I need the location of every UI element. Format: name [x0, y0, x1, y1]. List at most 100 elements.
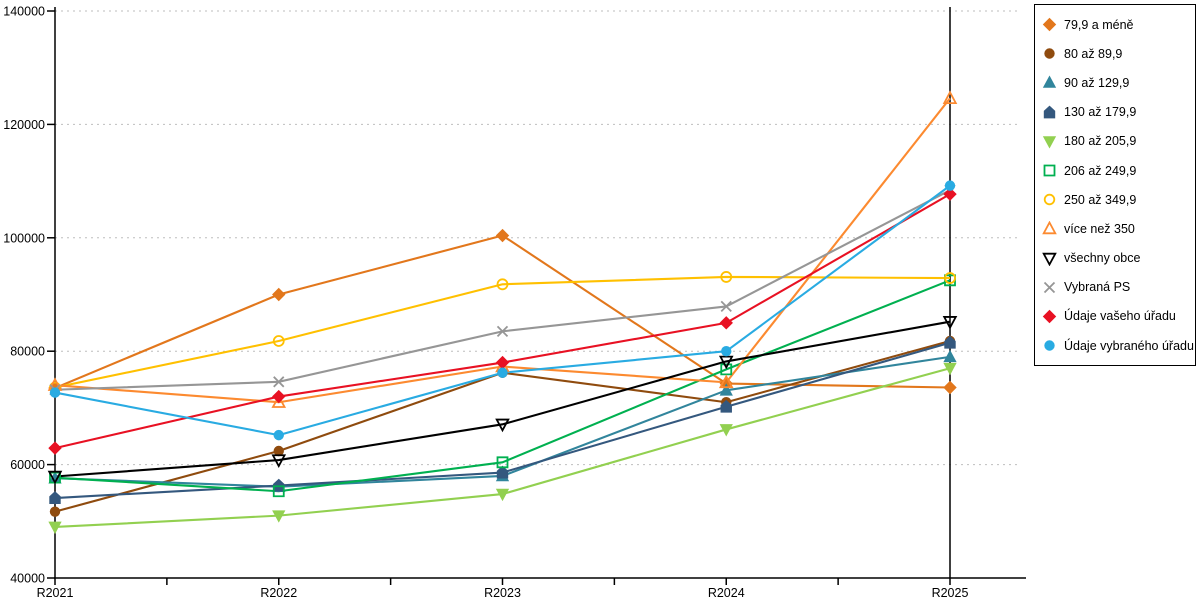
- legend-item: 180 až 205,9: [1042, 127, 1189, 156]
- legend-circle-filled-icon: [1044, 48, 1055, 59]
- marker-x-icon: [273, 376, 285, 388]
- x-tick-label: R2025: [932, 586, 969, 600]
- marker-diamond-icon: [272, 287, 286, 302]
- marker-triangle-icon: [271, 394, 287, 408]
- marker-triangle-icon: [718, 374, 734, 389]
- marker-pentagon-icon: [496, 465, 509, 479]
- legend-item: 80 až 89,9: [1042, 39, 1189, 68]
- marker-triangle-icon: [48, 521, 62, 535]
- series-line-8: [54, 320, 951, 478]
- y-tick-label: 40000: [10, 572, 45, 586]
- marker-diamond-icon: [272, 389, 286, 404]
- legend-label: 90 až 129,9: [1064, 75, 1130, 90]
- legend-label: Vybraná PS: [1064, 280, 1131, 295]
- x-tick-label: R2022: [260, 586, 297, 600]
- legend-triangle-down-filled-icon: [1042, 136, 1057, 149]
- marker-circle-icon: [497, 367, 508, 378]
- marker-square-icon: [272, 485, 285, 498]
- y-tick-label: 140000: [3, 5, 45, 19]
- marker-diamond-icon: [943, 187, 957, 201]
- legend-triangle-up-filled-icon: [1042, 75, 1057, 89]
- legend-triangle-down-open-icon: [1042, 252, 1057, 266]
- marker-pentagon-icon: [273, 478, 285, 492]
- marker-circle-icon: [944, 180, 956, 191]
- legend-label: 79,9 a méně: [1064, 17, 1134, 32]
- legend-diamond-filled-icon: [1042, 309, 1057, 324]
- x-tick-label: R2024: [708, 586, 745, 600]
- marker-circle-icon: [496, 278, 509, 291]
- marker-square-icon: [49, 471, 61, 484]
- marker-pentagon-icon: [720, 399, 732, 413]
- marker-pentagon-icon: [944, 335, 956, 349]
- y-tick-label: 100000: [3, 231, 45, 245]
- series-line-6: [54, 275, 951, 389]
- legend-item: všechny obce: [1042, 244, 1189, 273]
- marker-diamond-icon: [719, 316, 733, 330]
- marker-circle-icon: [49, 506, 61, 517]
- legend-label: Údaje vašeho úřadu: [1064, 309, 1176, 324]
- legend-diamond-filled-icon: [1042, 17, 1057, 32]
- legend-label: 180 až 205,9: [1064, 134, 1137, 149]
- y-tick-label: 80000: [10, 345, 45, 359]
- legend-item: více než 350: [1042, 214, 1189, 243]
- marker-triangle-icon: [942, 316, 958, 330]
- marker-circle-icon: [272, 335, 285, 347]
- marker-diamond-icon: [943, 380, 957, 395]
- series-line-11: [54, 184, 951, 437]
- legend-label: 80 až 89,9: [1064, 46, 1123, 61]
- marker-diamond-icon: [48, 441, 62, 455]
- marker-triangle-icon: [942, 90, 958, 105]
- marker-triangle-icon: [719, 424, 733, 437]
- marker-triangle-icon: [272, 510, 286, 523]
- marker-pentagon-icon: [49, 491, 61, 504]
- legend-pentagon-filled-icon: [1043, 105, 1056, 119]
- marker-circle-icon: [273, 429, 284, 441]
- marker-triangle-icon: [719, 383, 733, 396]
- marker-triangle-icon: [495, 418, 510, 433]
- legend-label: 250 až 349,9: [1064, 192, 1137, 207]
- marker-circle-icon: [273, 445, 284, 457]
- legend-item: Vybraná PS: [1042, 273, 1189, 302]
- legend-circle-open-icon: [1043, 194, 1056, 206]
- x-tick-label: R2021: [37, 586, 74, 600]
- legend-circle-filled-icon: [1044, 340, 1055, 351]
- legend-item: 90 až 129,9: [1042, 68, 1189, 97]
- legend-label: více než 350: [1064, 221, 1135, 236]
- marker-triangle-icon: [495, 488, 510, 502]
- marker-x-icon: [720, 300, 732, 313]
- legend-item: 79,9 a méně: [1042, 10, 1189, 39]
- legend-item: 206 až 249,9: [1042, 156, 1189, 185]
- marker-x-icon: [496, 325, 509, 337]
- marker-circle-icon: [720, 271, 733, 283]
- marker-triangle-icon: [47, 470, 63, 485]
- legend-item: 250 až 349,9: [1042, 185, 1189, 214]
- legend-item: Údaje vybraného úřadu: [1042, 331, 1194, 360]
- series-line-4: [54, 367, 951, 529]
- marker-triangle-icon: [943, 349, 957, 363]
- marker-triangle-icon: [718, 355, 734, 370]
- legend-triangle-up-open-icon: [1042, 221, 1057, 235]
- y-tick-label: 60000: [10, 458, 45, 472]
- marker-circle-icon: [721, 346, 732, 357]
- legend-item: Údaje vašeho úřadu: [1042, 302, 1189, 331]
- marker-triangle-icon: [943, 362, 957, 376]
- legend-label: všechny obce: [1064, 251, 1141, 266]
- marker-diamond-icon: [495, 228, 510, 243]
- legend-label: 130 až 179,9: [1064, 105, 1137, 120]
- legend-label: 206 až 249,9: [1064, 163, 1137, 178]
- y-tick-label: 120000: [3, 118, 45, 132]
- series-line-5: [54, 279, 951, 493]
- marker-circle-icon: [49, 387, 61, 398]
- marker-triangle-icon: [271, 454, 287, 468]
- marker-square-icon: [944, 274, 956, 287]
- legend-square-open-icon: [1043, 164, 1056, 177]
- marker-square-icon: [496, 456, 509, 469]
- legend-item: 130 až 179,9: [1042, 98, 1189, 127]
- chart-legend: 79,9 a méně 80 až 89,9 90 až 129,9 130 až 1…: [1034, 4, 1196, 367]
- marker-circle-icon: [944, 272, 956, 284]
- x-tick-label: R2023: [484, 586, 521, 600]
- legend-label: Údaje vybraného úřadu: [1064, 338, 1194, 353]
- legend-x-icon: [1043, 281, 1056, 293]
